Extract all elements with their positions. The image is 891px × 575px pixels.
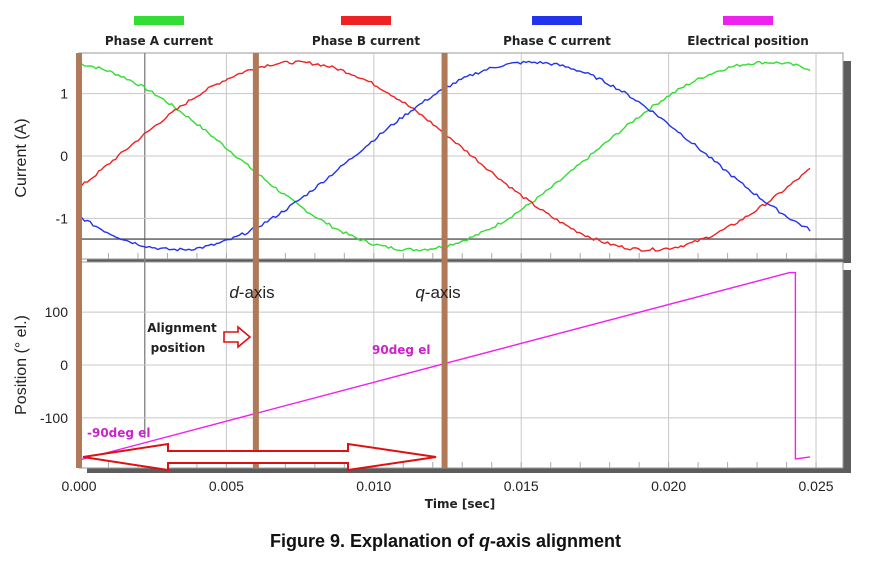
legend-swatch xyxy=(723,16,773,25)
current-y-tick-label: 1 xyxy=(60,86,68,102)
d-axis-label: d-axis xyxy=(229,283,274,302)
legend-label: Electrical position xyxy=(687,34,809,48)
alignment-position-label-line1: Alignment xyxy=(147,321,217,335)
legend-swatch xyxy=(341,16,391,25)
x-tick-label: 0.005 xyxy=(209,478,244,494)
current-y-tick-label: 0 xyxy=(60,148,68,164)
figure: 0.000 0.005 0.010 0.015 0.020 0.025 1 0 -1 100 0 -1… xyxy=(13,16,851,511)
position-y-tick-label: 100 xyxy=(45,304,69,320)
legend-label: Phase B current xyxy=(312,34,420,48)
position-y-tick-label: -100 xyxy=(40,410,68,426)
q-axis-label: q-axis xyxy=(415,283,460,302)
x-tick-label: 0.025 xyxy=(799,478,834,494)
x-tick-label: 0.015 xyxy=(504,478,539,494)
x-tick-label: 0.010 xyxy=(356,478,391,494)
legend-label: Phase A current xyxy=(105,34,214,48)
x-tick-label: 0.000 xyxy=(61,478,96,494)
x-tick-label: 0.020 xyxy=(651,478,686,494)
position-axis-title: Position (° el.) xyxy=(13,315,30,415)
current-y-tick-label: -1 xyxy=(56,210,69,226)
alignment-position-label-line2: position xyxy=(151,341,206,355)
pos90-annotation: 90deg el xyxy=(372,343,430,357)
figure-caption: Figure 9. Explanation of q-axis alignmen… xyxy=(269,531,622,551)
neg90-annotation: -90deg el xyxy=(87,426,150,440)
legend-swatch xyxy=(134,16,184,25)
position-y-tick-label: 0 xyxy=(60,357,68,373)
legend-swatch xyxy=(532,16,582,25)
grid-layer xyxy=(78,53,843,468)
time-axis-title: Time [sec] xyxy=(425,497,495,511)
legend-layer: Phase A current Phase B current Phase C cu… xyxy=(105,16,809,48)
span-double-arrow xyxy=(82,442,437,472)
position-series-line xyxy=(78,271,811,461)
axis-layer: 0.000 0.005 0.010 0.015 0.020 0.025 1 0 -1 100 0 -1… xyxy=(40,86,834,494)
legend-label: Phase C current xyxy=(503,34,611,48)
marker-layer xyxy=(76,53,448,468)
alignment-arrow-icon xyxy=(223,325,252,349)
current-axis-title: Current (A) xyxy=(13,118,30,197)
